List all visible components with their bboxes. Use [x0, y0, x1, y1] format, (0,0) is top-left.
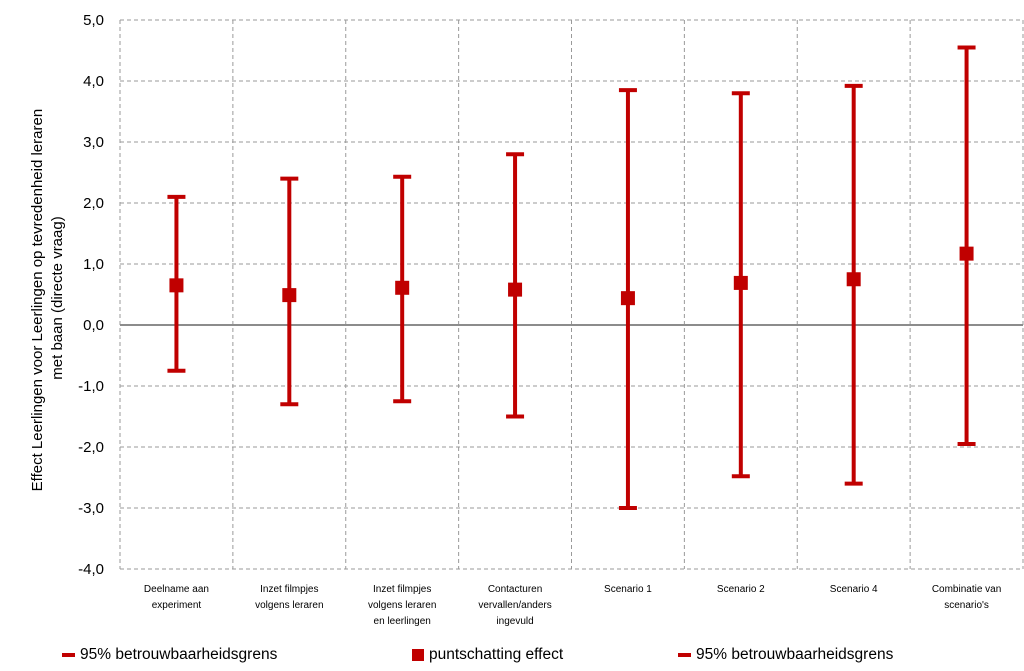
legend-line-marker [62, 653, 75, 657]
y-tick-label: 4,0 [83, 73, 104, 90]
y-tick-label: -2,0 [78, 439, 104, 456]
x-tick-label: Inzet filmpjes volgens leraren [255, 584, 323, 611]
x-tick-label: Inzet filmpjes volgens leraren en leerling… [368, 584, 436, 627]
error-bars [167, 45, 976, 510]
point-estimate-marker [733, 275, 748, 290]
error-bar-chart: 5,0 4,0 3,0 2,0 1,0 0,0 -1,0 -2,0 -3,0 -4,0 Deeln… [29, 12, 1024, 627]
y-tick-label: -4,0 [78, 561, 104, 578]
y-axis-label-line-2: met baan (directe vraag) [49, 216, 66, 379]
y-axis-label: Effect Leerlingen voor Leerlingen op tev… [29, 105, 66, 492]
y-tick-label: 5,0 [83, 12, 104, 29]
y-tick-label: 3,0 [83, 134, 104, 151]
x-tick-label: Scenario 1 [604, 584, 652, 595]
y-tick-label: 0,0 [83, 317, 104, 334]
x-tick-label: Contacturen vervallen/anders ingevuld [478, 584, 551, 627]
point-estimate-marker [169, 278, 184, 293]
legend-item-upper: 95% betrouwbaarheidsgrens [62, 646, 277, 664]
point-estimate-marker [395, 280, 410, 295]
x-tick-label: Combinatie van scenario's [932, 584, 1001, 611]
point-estimate-marker [620, 291, 635, 306]
point-estimate-marker [508, 282, 523, 297]
legend-line-marker [678, 653, 691, 657]
y-tick-label: -3,0 [78, 500, 104, 517]
x-tick-label: Deelname aan experiment [144, 584, 209, 611]
legend-square-marker [412, 649, 424, 661]
y-tick-label: -1,0 [78, 378, 104, 395]
y-tick-label: 1,0 [83, 256, 104, 273]
y-axis-label-line-1: Effect Leerlingen voor Leerlingen op tev… [29, 109, 46, 492]
x-tick-labels: Deelname aan experiment Inzet filmpjes volg… [144, 584, 1001, 627]
legend-label: 95% betrouwbaarheidsgrens [80, 646, 278, 663]
legend-label: 95% betrouwbaarheidsgrens [696, 646, 894, 663]
y-tick-label: 2,0 [83, 195, 104, 212]
legend-item-point: puntschatting effect [412, 646, 563, 664]
gridlines [119, 19, 1024, 570]
chart-legend: 95% betrouwbaarheidsgrens puntschatting … [0, 646, 1024, 668]
legend-label: puntschatting effect [429, 646, 564, 663]
point-estimate-marker [959, 246, 974, 261]
x-tick-label: Scenario 4 [830, 584, 878, 595]
point-estimate-marker [846, 272, 861, 287]
x-tick-label: Scenario 2 [717, 584, 765, 595]
point-estimate-marker [282, 288, 297, 303]
y-tick-labels: 5,0 4,0 3,0 2,0 1,0 0,0 -1,0 -2,0 -3,0 -4,0 [78, 12, 104, 578]
legend-item-lower: 95% betrouwbaarheidsgrens [678, 646, 893, 664]
